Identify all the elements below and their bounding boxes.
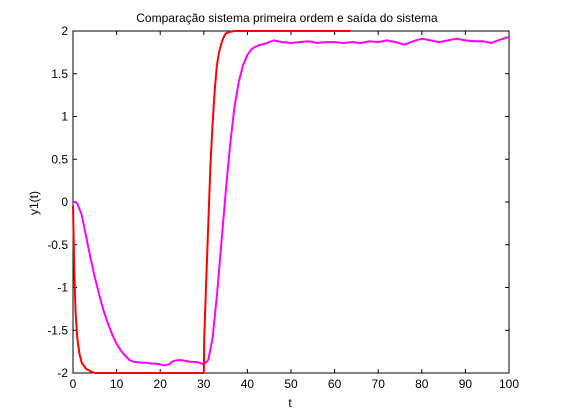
- y-axis-label: y1(t): [27, 191, 41, 215]
- x-tick-label: 90: [459, 377, 473, 391]
- x-tick-label: 0: [70, 377, 77, 391]
- y-tick-label: 0.5: [51, 152, 68, 166]
- plot-frame: [72, 30, 510, 374]
- x-axis-label: t: [288, 396, 292, 410]
- x-tick-label: 50: [284, 377, 298, 391]
- series-line-2: [72, 30, 351, 374]
- x-tick-label: 100: [499, 377, 519, 391]
- series-line-1: [72, 35, 510, 367]
- y-tick-label: 1.5: [51, 67, 68, 81]
- x-tick-label: 30: [197, 377, 211, 391]
- y-tick-label: -0.5: [47, 238, 68, 252]
- y-tick-label: -1: [57, 281, 68, 295]
- y-tick-label: -1.5: [47, 323, 68, 337]
- chart-title: Comparação sistema primeira ordem e saíd…: [136, 11, 438, 25]
- x-tick-label: 60: [328, 377, 342, 391]
- y-tick-label: 1: [61, 110, 68, 124]
- y-tick-label: 2: [61, 24, 68, 38]
- x-tick-label: 10: [110, 377, 124, 391]
- y-tick-label: -2: [57, 366, 68, 380]
- x-tick-label: 20: [154, 377, 168, 391]
- axis-ticks: 0 10 20 30 40 50 60 70 80 90 100 -2 -1.5 -1 -0.5 0 0.5 1 1…: [47, 24, 519, 391]
- y-tick-label: 0: [61, 195, 68, 209]
- x-tick-label: 70: [372, 377, 386, 391]
- x-tick-label: 80: [415, 377, 429, 391]
- x-tick-label: 40: [241, 377, 255, 391]
- data-series: [72, 30, 510, 374]
